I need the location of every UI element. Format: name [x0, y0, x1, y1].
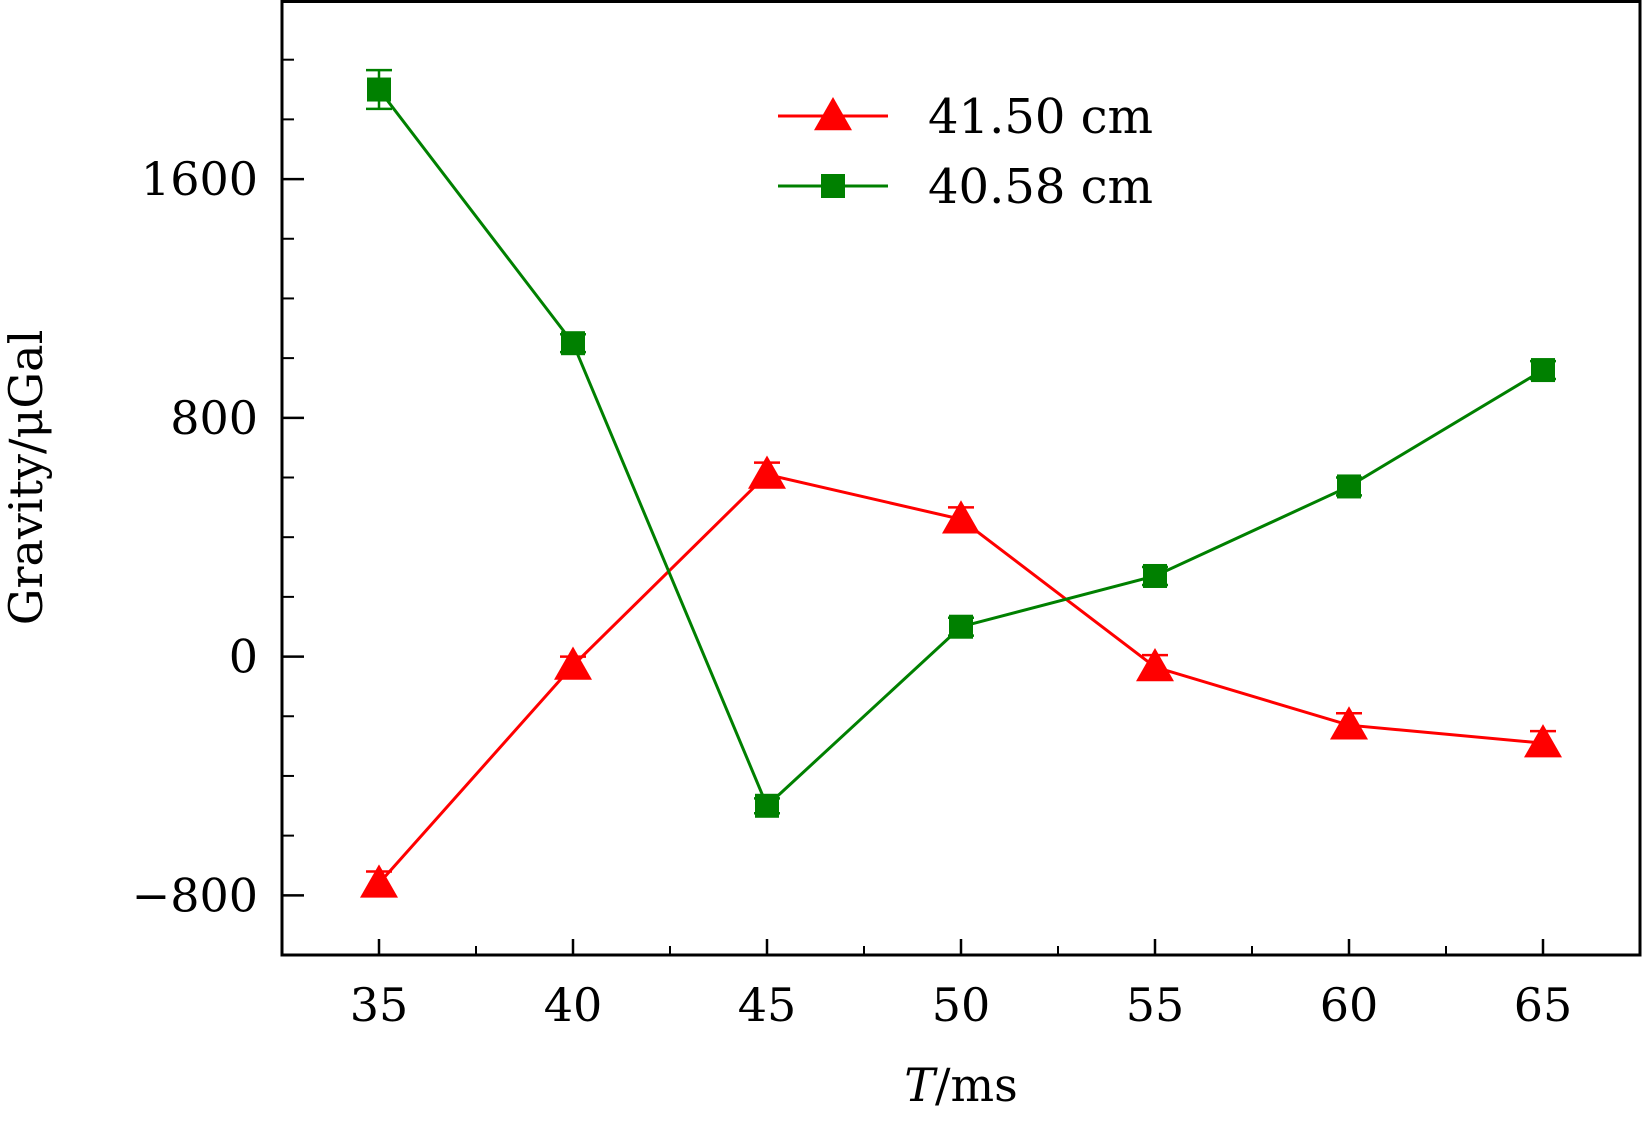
legend-label: 41.50 cm — [928, 89, 1153, 145]
series-green-squares — [366, 68, 1556, 818]
data-point — [748, 455, 786, 489]
data-point — [1531, 358, 1555, 383]
x-tick-label: 55 — [1126, 978, 1185, 1032]
x-tick-label: 40 — [544, 978, 603, 1032]
data-point — [367, 77, 391, 102]
series-layer — [360, 68, 1562, 898]
y-tick-label: −800 — [132, 868, 258, 922]
legend-item: 41.50 cm — [778, 89, 1153, 145]
data-point — [554, 646, 592, 680]
y-axis-title: Gravity/μGal — [0, 330, 53, 626]
legend-marker — [814, 97, 852, 131]
y-tick-label: 800 — [170, 391, 258, 445]
data-point — [949, 614, 973, 639]
data-point — [1337, 474, 1361, 499]
x-tick-label: 45 — [738, 978, 797, 1032]
data-point — [561, 331, 585, 356]
data-point — [1143, 563, 1167, 588]
data-point — [942, 500, 980, 534]
x-tick-label: 65 — [1514, 978, 1573, 1032]
legend-item: 40.58 cm — [778, 159, 1153, 215]
legend-label: 40.58 cm — [928, 159, 1153, 215]
data-point — [1136, 648, 1174, 682]
x-tick-label: 35 — [350, 978, 409, 1032]
data-point — [360, 864, 398, 898]
x-tick-label: 50 — [932, 978, 991, 1032]
ticks-layer: 35 40 45 50 55 60 65 −800 0 800 1600 — [132, 58, 1573, 1032]
legend: 41.50 cm 40.58 cm — [778, 89, 1153, 215]
series-red-triangles — [360, 455, 1562, 898]
x-axis-title-symbol: T — [904, 1058, 938, 1112]
legend-marker — [821, 174, 845, 198]
x-axis-title-unit: /ms — [935, 1058, 1018, 1112]
data-point — [755, 793, 779, 818]
series-line — [377, 472, 1544, 885]
data-point — [1524, 724, 1562, 758]
x-axis-title: T/ms — [904, 1058, 1017, 1112]
data-point — [1330, 706, 1368, 740]
y-tick-label: 0 — [229, 630, 258, 684]
x-tick-label: 60 — [1320, 978, 1379, 1032]
y-tick-label: 1600 — [141, 152, 258, 206]
plot-frame — [280, 0, 1642, 957]
